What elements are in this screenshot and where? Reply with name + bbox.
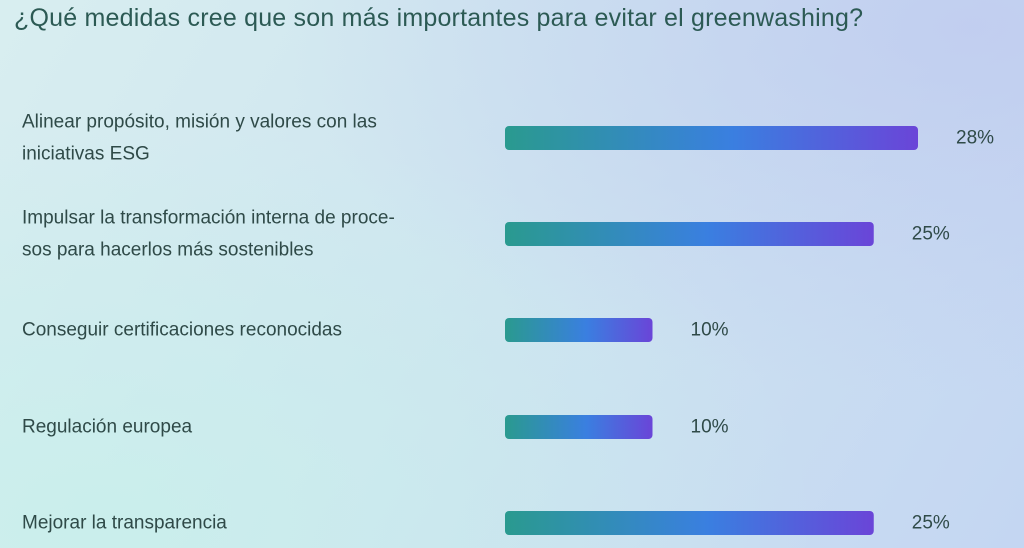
bar: [505, 318, 653, 342]
data-label: 25%: [912, 513, 950, 534]
bar: [505, 511, 874, 535]
data-label: 28%: [956, 128, 994, 149]
data-label: 25%: [912, 224, 950, 245]
category-label: Mejorar la transparencia: [22, 513, 227, 534]
data-label: 10%: [691, 320, 729, 341]
data-label: 10%: [691, 417, 729, 438]
bar: [505, 222, 874, 246]
bar: [505, 126, 918, 150]
bars-layer: Alinear propósito, misión y valores con …: [22, 112, 994, 535]
category-label: Alinear propósito, misión y valores con …: [22, 112, 377, 165]
category-label: Impulsar la transformación interna de pr…: [22, 208, 395, 261]
bar: [505, 415, 653, 439]
category-label: Conseguir certificaciones reconocidas: [22, 320, 342, 341]
category-label: Regulación europea: [22, 417, 193, 438]
chart-title: ¿Qué medidas cree que son más importante…: [14, 4, 864, 32]
